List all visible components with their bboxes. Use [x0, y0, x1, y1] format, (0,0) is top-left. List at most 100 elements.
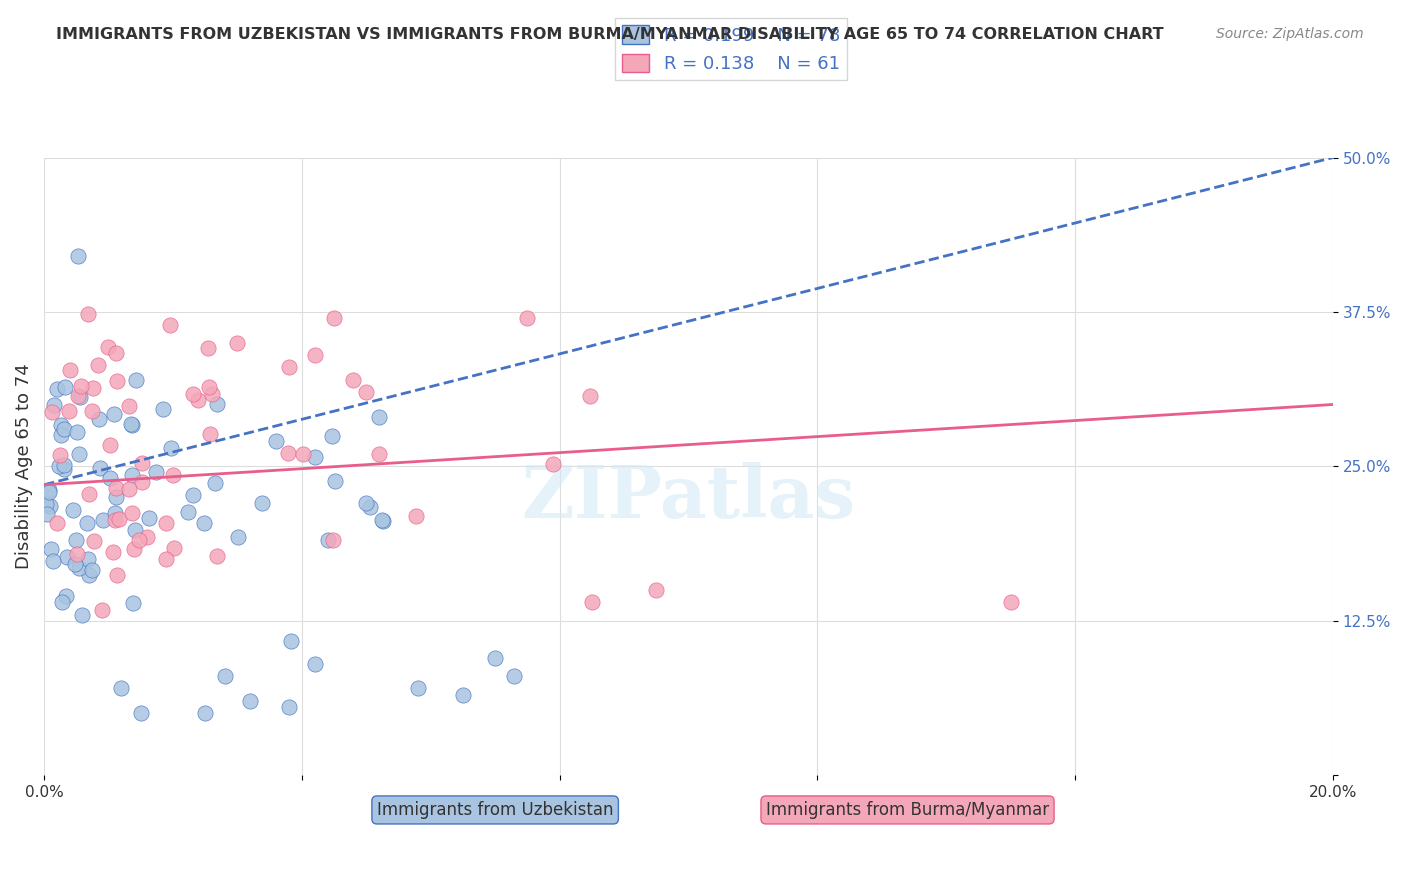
Point	[516, 311, 538, 326]
Point	[368, 409, 391, 424]
Point	[228, 530, 250, 544]
Point	[124, 524, 146, 538]
Point	[122, 596, 145, 610]
Point	[104, 346, 127, 360]
Point	[117, 399, 139, 413]
Point	[129, 706, 152, 720]
Point	[278, 360, 301, 375]
Point	[193, 516, 215, 530]
Point	[214, 669, 236, 683]
Point	[52, 458, 75, 473]
Point	[451, 688, 474, 702]
Point	[200, 427, 222, 442]
Point	[66, 547, 89, 561]
Point	[49, 448, 72, 462]
Point	[163, 541, 186, 555]
Point	[77, 486, 100, 500]
Point	[131, 456, 153, 470]
Point	[405, 508, 427, 523]
Point	[128, 533, 150, 547]
Point	[91, 603, 114, 617]
Point	[187, 392, 209, 407]
Point	[194, 706, 217, 720]
Legend: R = 0.199    N = 78, R = 0.138    N = 61: R = 0.199 N = 78, R = 0.138 N = 61	[614, 18, 848, 80]
Point	[160, 441, 183, 455]
Point	[162, 467, 184, 482]
Point	[59, 363, 82, 377]
Point	[62, 503, 84, 517]
Point	[42, 554, 65, 568]
Point	[53, 380, 76, 394]
Point	[41, 405, 63, 419]
Point	[278, 700, 301, 714]
Point	[38, 485, 60, 500]
Point	[181, 488, 204, 502]
Point	[98, 471, 121, 485]
Point	[131, 475, 153, 489]
Text: Immigrants from Burma/Myanmar: Immigrants from Burma/Myanmar	[766, 801, 1049, 819]
Point	[356, 385, 378, 400]
Point	[48, 458, 70, 473]
Point	[97, 340, 120, 354]
Point	[1000, 595, 1022, 609]
Point	[52, 462, 75, 476]
Point	[55, 589, 77, 603]
Point	[38, 500, 60, 514]
Point	[579, 389, 602, 403]
Point	[70, 607, 93, 622]
Point	[198, 380, 221, 394]
Point	[120, 417, 142, 431]
Point	[76, 516, 98, 530]
Point	[45, 382, 67, 396]
Point	[226, 335, 249, 350]
Point	[67, 447, 90, 461]
Point	[98, 438, 121, 452]
Text: ZIPatlas: ZIPatlas	[522, 461, 855, 533]
Point	[581, 595, 603, 609]
Point	[82, 381, 104, 395]
Point	[79, 567, 101, 582]
Point	[56, 550, 79, 565]
Point	[371, 514, 394, 528]
Point	[87, 412, 110, 426]
Point	[83, 533, 105, 548]
Point	[105, 568, 128, 582]
Point	[107, 511, 129, 525]
Text: IMMIGRANTS FROM UZBEKISTAN VS IMMIGRANTS FROM BURMA/MYANMAR DISABILITY AGE 65 TO: IMMIGRANTS FROM UZBEKISTAN VS IMMIGRANTS…	[56, 27, 1164, 42]
Point	[204, 476, 226, 491]
Point	[89, 460, 111, 475]
Point	[155, 516, 177, 530]
Point	[91, 513, 114, 527]
Point	[124, 373, 146, 387]
Point	[323, 474, 346, 488]
Point	[543, 457, 565, 471]
Point	[159, 318, 181, 332]
Point	[304, 450, 326, 465]
Point	[38, 483, 60, 497]
Point	[321, 429, 343, 443]
Point	[103, 407, 125, 421]
Point	[82, 404, 104, 418]
Point	[51, 594, 73, 608]
Point	[122, 541, 145, 556]
Point	[155, 551, 177, 566]
Point	[201, 386, 224, 401]
Point	[359, 500, 381, 514]
Point	[69, 390, 91, 404]
Point	[250, 496, 273, 510]
Point	[49, 417, 72, 432]
Point	[503, 669, 526, 683]
Point	[66, 425, 89, 439]
Point	[101, 545, 124, 559]
Point	[65, 533, 87, 547]
Point	[322, 533, 344, 547]
Point	[368, 447, 391, 461]
Point	[67, 561, 90, 575]
Point	[138, 511, 160, 525]
Point	[177, 505, 200, 519]
Point	[110, 681, 132, 695]
Point	[58, 404, 80, 418]
Point	[76, 307, 98, 321]
Point	[304, 348, 326, 362]
Point	[316, 533, 339, 548]
